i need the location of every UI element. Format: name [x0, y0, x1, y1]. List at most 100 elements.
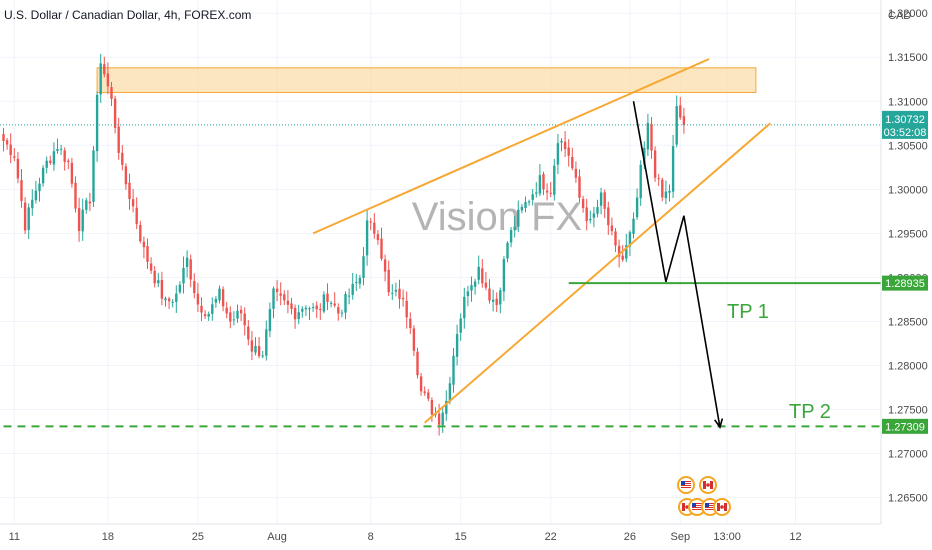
candle-down[interactable] [416, 351, 419, 376]
candle-down[interactable] [110, 87, 113, 99]
candle-down[interactable] [13, 156, 16, 158]
candle-up[interactable] [470, 285, 473, 291]
candle-up[interactable] [362, 256, 365, 278]
candle-up[interactable] [218, 288, 221, 301]
candle-up[interactable] [628, 232, 632, 247]
candle-up[interactable] [445, 400, 448, 414]
candle-down[interactable] [225, 307, 228, 314]
candle-up[interactable] [182, 267, 185, 284]
candle-down[interactable] [103, 64, 106, 75]
candle-up[interactable] [527, 201, 531, 203]
candle-down[interactable] [139, 224, 142, 242]
candle-down[interactable] [488, 288, 491, 301]
candle-up[interactable] [365, 220, 369, 256]
candle-down[interactable] [387, 269, 390, 293]
candle-up[interactable] [639, 164, 642, 199]
pattern-overlay[interactable] [0, 58, 881, 429]
candle-up[interactable] [178, 284, 182, 293]
candle-up[interactable] [311, 307, 315, 309]
candle-down[interactable] [142, 241, 146, 248]
candle-down[interactable] [117, 126, 120, 153]
candle-up[interactable] [308, 308, 311, 310]
candle-down[interactable] [430, 399, 434, 415]
candle-up[interactable] [455, 334, 459, 357]
candle-up[interactable] [589, 218, 592, 221]
candle-up[interactable] [477, 266, 480, 280]
candle-down[interactable] [607, 207, 610, 226]
candle-down[interactable] [70, 162, 74, 184]
candle-down[interactable] [585, 207, 588, 222]
candle-down[interactable] [283, 294, 286, 301]
candle-up[interactable] [596, 206, 599, 214]
candle-up[interactable] [524, 202, 527, 208]
candle-down[interactable] [409, 318, 412, 328]
candle-down[interactable] [106, 73, 110, 87]
wedge-lower-line[interactable] [424, 122, 771, 424]
candle-down[interactable] [243, 313, 246, 326]
candle-up[interactable] [52, 151, 56, 165]
candle-down[interactable] [542, 174, 545, 190]
candle-up[interactable] [535, 192, 538, 194]
candle-down[interactable] [423, 391, 426, 394]
candle-up[interactable] [236, 310, 239, 319]
price-axis[interactable]: 1.32000 1.31500 1.31000 1.30500 1.30000 1.295… [888, 8, 928, 504]
candle-up[interactable] [459, 318, 462, 333]
candle-down[interactable] [412, 328, 416, 351]
candle-down[interactable] [239, 309, 243, 314]
candle-up[interactable] [463, 296, 466, 319]
candle-up[interactable] [599, 192, 603, 206]
candle-down[interactable] [247, 326, 250, 340]
candle-down[interactable] [49, 160, 52, 164]
candle-down[interactable] [614, 231, 617, 246]
candle-up[interactable] [506, 242, 509, 259]
candle-down[interactable] [650, 123, 653, 151]
resistance-zone[interactable] [96, 67, 757, 93]
candle-down[interactable] [67, 160, 70, 163]
candle-up[interactable] [85, 200, 88, 210]
candle-up[interactable] [41, 167, 45, 184]
candle-down[interactable] [571, 156, 574, 169]
candle-down[interactable] [200, 305, 203, 313]
candle-down[interactable] [326, 293, 329, 302]
candle-up[interactable] [358, 277, 362, 284]
candle-up[interactable] [452, 355, 455, 385]
candle-down[interactable] [189, 259, 192, 280]
candle-down[interactable] [333, 303, 336, 306]
candle-down[interactable] [77, 208, 81, 231]
candle-up[interactable] [635, 197, 639, 218]
candle-down[interactable] [20, 180, 23, 201]
candle-down[interactable] [481, 268, 484, 284]
candles[interactable] [2, 53, 686, 436]
candle-down[interactable] [337, 307, 340, 314]
candle-down[interactable] [16, 158, 20, 179]
candle-down[interactable] [380, 238, 383, 259]
candle-down[interactable] [293, 307, 297, 320]
candle-down[interactable] [610, 225, 614, 232]
candle-down[interactable] [419, 376, 423, 392]
candle-down[interactable] [563, 141, 567, 150]
candle-down[interactable] [2, 133, 5, 142]
us-flag-icon[interactable] [677, 476, 695, 494]
candle-up[interactable] [643, 147, 646, 165]
candle-down[interactable] [128, 182, 131, 199]
candle-up[interactable] [675, 106, 678, 145]
candle-down[interactable] [319, 308, 322, 311]
candle-down[interactable] [621, 255, 624, 260]
candle-up[interactable] [211, 304, 214, 314]
candle-up[interactable] [355, 282, 358, 284]
candle-down[interactable] [398, 288, 401, 299]
candle-up[interactable] [322, 294, 326, 312]
candle-down[interactable] [376, 234, 380, 241]
candle-down[interactable] [63, 150, 66, 162]
candle-down[interactable] [113, 98, 117, 128]
ca-flag-icon[interactable] [713, 498, 731, 516]
candle-down[interactable] [286, 300, 290, 305]
candle-up[interactable] [625, 245, 628, 259]
projection-path[interactable] [632, 101, 721, 428]
candle-down[interactable] [567, 147, 570, 156]
candle-down[interactable] [682, 116, 686, 126]
candle-up[interactable] [175, 293, 178, 302]
candle-down[interactable] [257, 346, 261, 356]
candle-down[interactable] [290, 303, 293, 309]
